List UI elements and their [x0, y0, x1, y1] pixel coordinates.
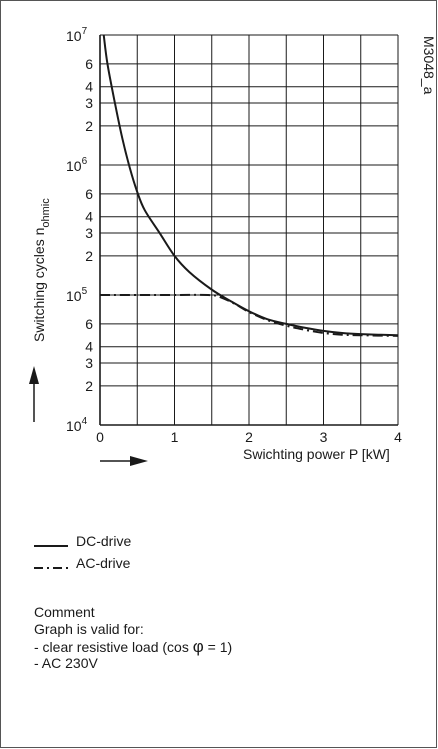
- y-decade-label: 106: [66, 156, 88, 174]
- y-tick-label: 4: [85, 209, 93, 225]
- y-axis-arrow: [29, 366, 39, 422]
- y-tick-label: 3: [85, 95, 93, 111]
- y-tick-label: 2: [85, 248, 93, 264]
- y-decade-label: 105: [66, 286, 88, 304]
- comment-title: Comment: [34, 604, 95, 620]
- y-tick-label: 4: [85, 79, 93, 95]
- legend-ac-label: AC-drive: [76, 555, 131, 571]
- y-tick-label: 3: [85, 225, 93, 241]
- y-tick-label: 6: [85, 56, 93, 72]
- x-tick-label: 0: [96, 429, 104, 445]
- x-tick-labels: 0 1 2 3 4: [96, 429, 402, 445]
- y-tick-label: 4: [85, 339, 93, 355]
- y-tick-label: 6: [85, 186, 93, 202]
- y-decade-label: 107: [66, 26, 88, 44]
- x-tick-label: 4: [394, 429, 402, 445]
- comment-line3: - AC 230V: [34, 655, 98, 671]
- series-ac-drive-line: [100, 293, 399, 337]
- x-axis-arrow: [100, 456, 148, 466]
- y-axis-label-subscript: ohmic: [40, 198, 52, 228]
- x-axis-label: Swichting power P [kW]: [243, 446, 390, 462]
- y-tick-label: 2: [85, 118, 93, 134]
- y-tick-label: 3: [85, 355, 93, 371]
- y-tick-label: 6: [85, 316, 93, 332]
- chart-curves: [100, 34, 399, 337]
- x-tick-label: 2: [245, 429, 253, 445]
- comment-line2: - clear resistive load (cos φ = 1): [34, 637, 233, 656]
- phi-symbol: φ: [192, 637, 204, 656]
- figure-id: M3048_a: [421, 36, 437, 95]
- x-tick-label: 3: [320, 429, 328, 445]
- chart-grid: [99, 34, 399, 426]
- y-decade-label: 104: [66, 416, 88, 434]
- y-tick-label: 2: [85, 378, 93, 394]
- y-axis-label: Switching cycles nohmic: [31, 198, 52, 342]
- legend-dc-label: DC-drive: [76, 533, 132, 549]
- comment-line1: Graph is valid for:: [34, 621, 144, 637]
- x-tick-label: 1: [171, 429, 179, 445]
- series-dc-drive-line: [102, 34, 399, 337]
